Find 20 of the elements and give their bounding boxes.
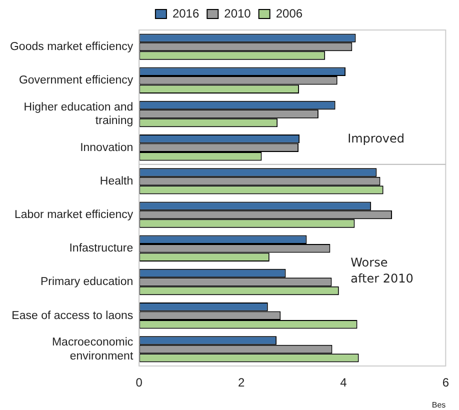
y-tick-label: Ease of access to laons (12, 310, 134, 322)
y-tick-label: Higher education and training (24, 101, 134, 128)
x-tick-label: 0 (136, 376, 143, 390)
y-tick-label: Government efficiency (18, 74, 134, 87)
y-tick-label: Health (100, 175, 134, 188)
x-axis-title: Bes (432, 400, 446, 410)
x-tick-label: 2 (238, 376, 245, 390)
y-tick-label: Primary education (40, 276, 134, 288)
y-tick-label: Macroeconomic environment (52, 336, 134, 362)
annotation: Improved (348, 131, 405, 146)
y-tick-label: Goods market efficiency (10, 40, 134, 53)
y-tick-label: Infastructure (69, 242, 134, 255)
x-tick-label: 4 (340, 376, 348, 390)
y-tick-label: Innovation (80, 142, 134, 154)
y-tick-label: Labor market efficiency (14, 208, 134, 221)
legend-label: 2016 (172, 6, 200, 20)
legend-label: 2006 (276, 6, 303, 20)
x-tick-label: 6 (442, 376, 450, 390)
legend-label: 2010 (224, 6, 252, 20)
annotation: Worse after 2010 (350, 256, 414, 286)
